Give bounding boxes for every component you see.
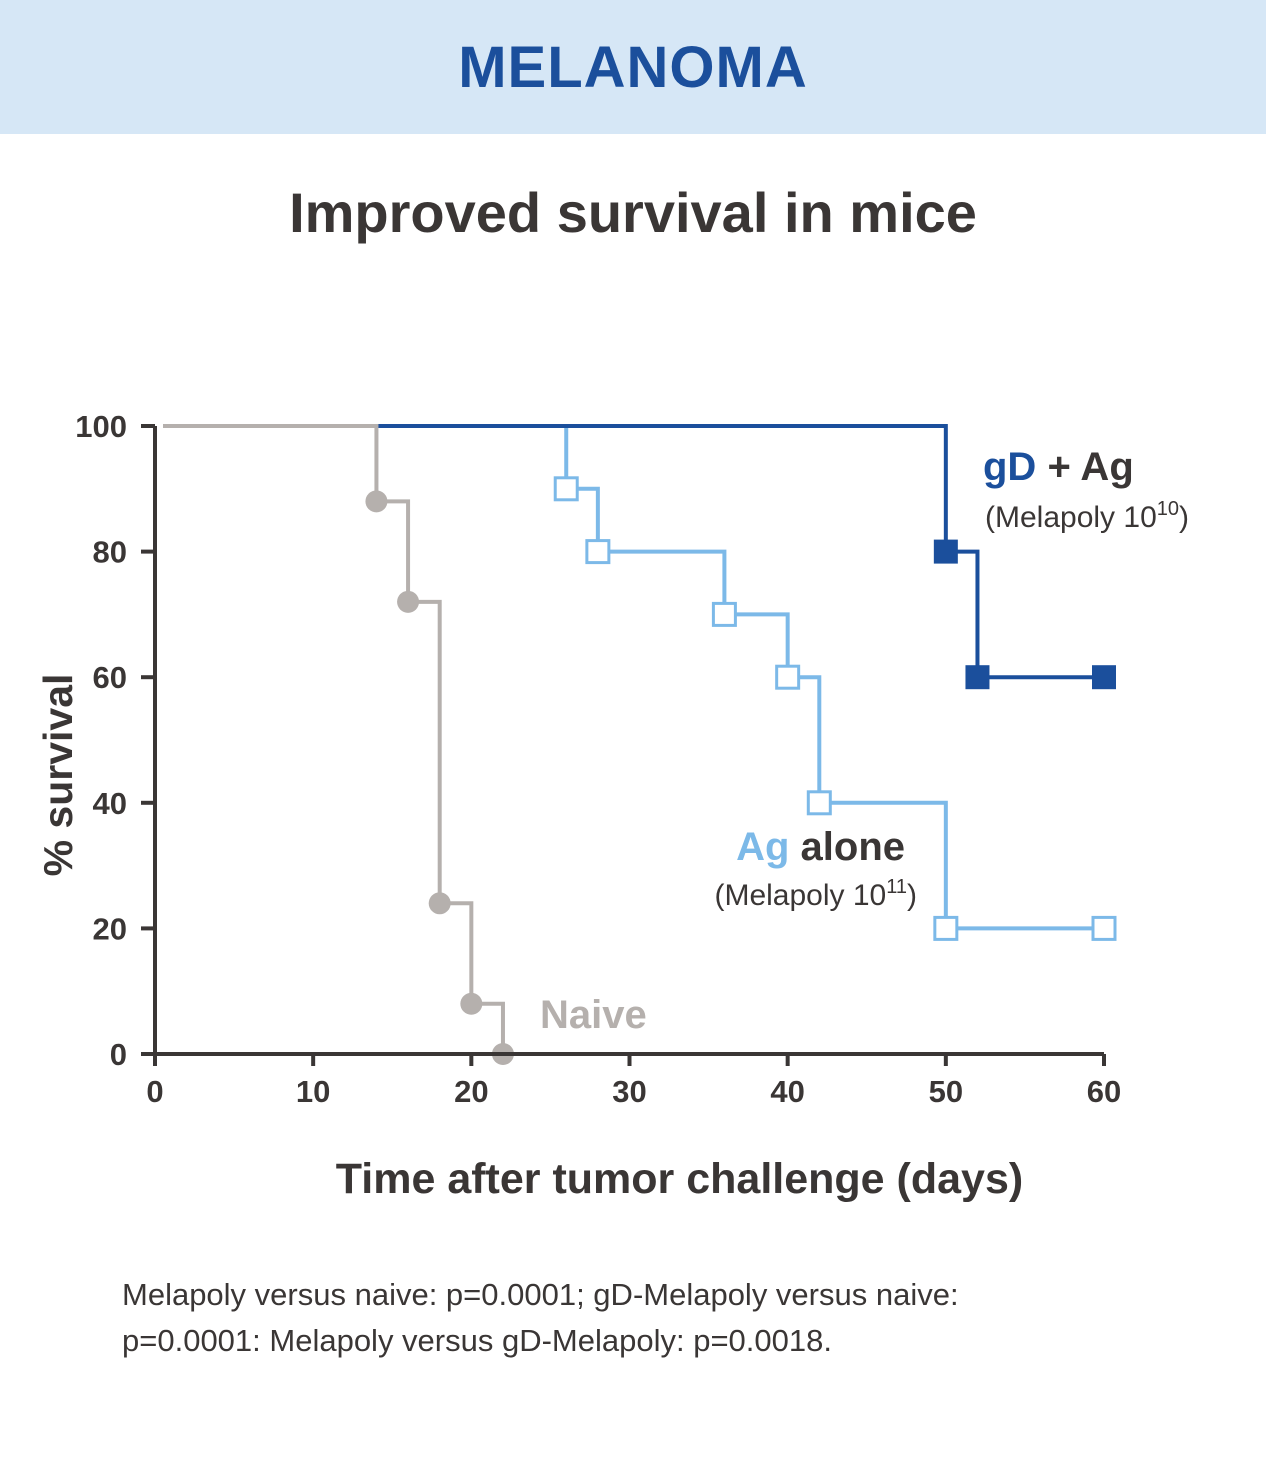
chart-title: Improved survival in mice (289, 181, 977, 244)
y-tick-label: 100 (75, 409, 127, 444)
y-tick-label: 60 (93, 660, 127, 695)
series-line-ag-alone (163, 424, 1104, 931)
series-label-main: Ag (736, 825, 789, 869)
x-tick-label: 30 (612, 1074, 646, 1109)
x-tick-label: 40 (770, 1074, 804, 1109)
marker-ag-alone (553, 476, 579, 502)
marker-ag-alone (933, 915, 959, 941)
axis-layer: 0 20 40 60 80 100 0 10 20 30 40 50 60 Time after tumo… (35, 409, 1121, 1203)
series-sublabel-gd-ag: (Melapoly 1010) (985, 498, 1189, 534)
footnote: Melapoly versus naive: p=0.0001; gD-Mela… (122, 1272, 1142, 1364)
series-label-rest: alone (789, 825, 905, 869)
y-tick-label: 40 (93, 786, 127, 821)
x-tick-label: 50 (929, 1074, 963, 1109)
marker-naive (428, 892, 451, 915)
y-tick-label: 20 (93, 911, 127, 946)
marker-ag-alone (585, 539, 611, 565)
y-tick-label: 0 (110, 1037, 127, 1072)
marker-ag-alone (775, 664, 801, 690)
marker-naive (460, 992, 483, 1015)
banner-title: MELANOMA (458, 34, 808, 100)
marker-ag-alone (711, 601, 737, 627)
marker-gd-ag (965, 665, 990, 690)
marker-naive (365, 490, 388, 513)
label-layer: gD + Ag (Melapoly 1010) Ag alone (Melapoly … (540, 445, 1189, 1037)
series-label-main: Naive (540, 993, 647, 1037)
series-line-naive (163, 424, 505, 1054)
y-axis-title: % survival (35, 674, 81, 877)
footnote-line-2: p=0.0001: Melapoly versus gD-Melapoly: p… (122, 1323, 832, 1358)
x-tick-label: 60 (1087, 1074, 1121, 1109)
marker-ag-alone (806, 790, 832, 816)
header-banner: MELANOMA (0, 0, 1266, 134)
footnote-line-1: Melapoly versus naive: p=0.0001; gD-Mela… (122, 1277, 959, 1312)
series-layer (163, 424, 1117, 1065)
series-sublabel-ag-alone: (Melapoly 1011) (714, 876, 917, 912)
x-tick-label: 10 (296, 1074, 330, 1109)
series-line-gd-ag (163, 424, 1104, 680)
marker-gd-ag (1092, 665, 1116, 690)
marker-naive (397, 590, 420, 613)
x-tick-label: 0 (146, 1074, 163, 1109)
y-tick-label: 80 (93, 535, 127, 570)
series-label-ag-alone: Ag alone (736, 825, 905, 869)
marker-gd-ag (933, 539, 958, 564)
marker-ag-alone (1091, 915, 1117, 941)
x-tick-label: 20 (454, 1074, 488, 1109)
x-axis-title: Time after tumor challenge (days) (336, 1155, 1023, 1203)
series-label-main: gD (983, 445, 1036, 489)
series-label-rest: + Ag (1036, 445, 1133, 489)
series-label-naive: Naive (540, 993, 647, 1037)
series-label-gd-ag: gD + Ag (983, 445, 1134, 489)
